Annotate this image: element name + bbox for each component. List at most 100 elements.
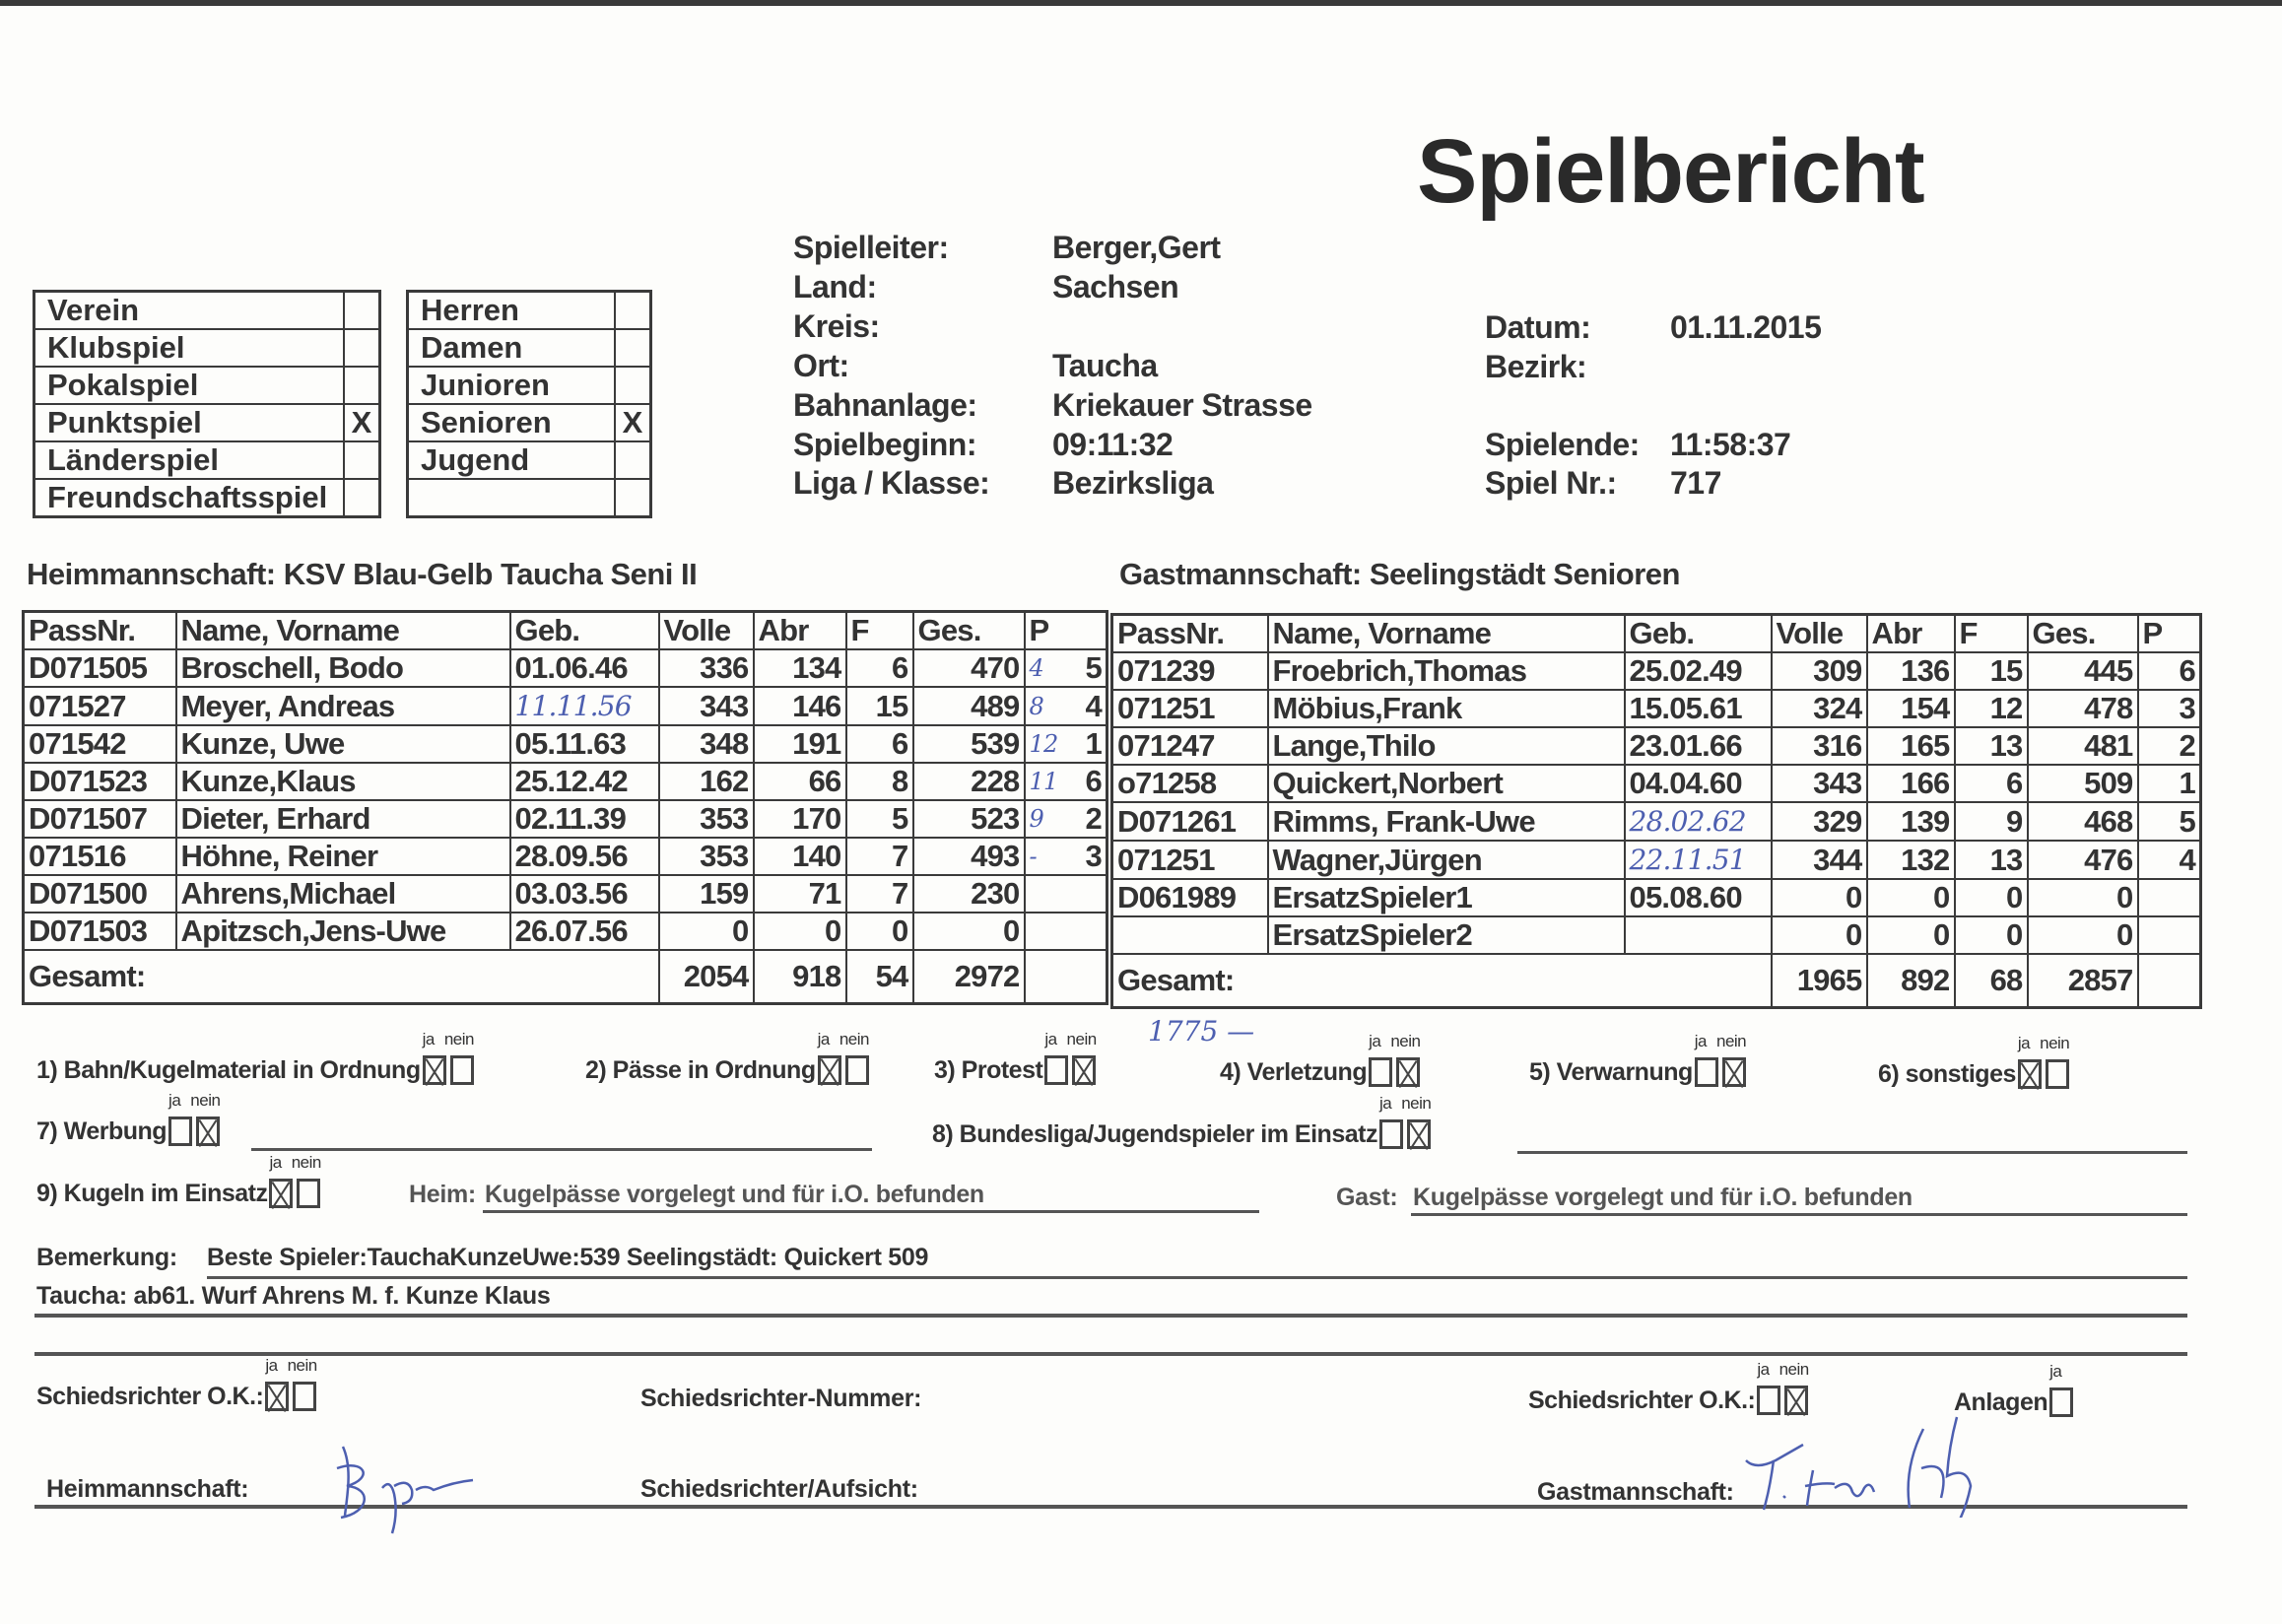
player-name: Kunze,Klaus [174, 762, 511, 801]
volle: 329 [1770, 801, 1868, 842]
box-checkmark[interactable] [614, 478, 652, 518]
fehler: 9 [1953, 801, 2029, 842]
header-row: PassNr. Name, Vorname Geb. Volle Abr F Ges. P [22, 610, 1108, 650]
box-label [406, 478, 616, 518]
ja-checkbox[interactable] [1044, 1055, 1069, 1085]
ja-checkbox[interactable] [1369, 1057, 1393, 1087]
column-header: Abr [752, 610, 847, 650]
cell-value: D071503 [29, 914, 148, 948]
placement-wrap: -3 [1029, 840, 1103, 873]
fehler: 13 [1953, 726, 2029, 766]
gesamt: 481 [2026, 726, 2139, 766]
ja-checkbox[interactable] [2049, 1387, 2074, 1417]
fehler: 7 [844, 837, 914, 876]
check-label: Anlagen [1954, 1388, 2048, 1416]
birth-date: 11.11.56 [508, 686, 660, 726]
ja-checkbox[interactable] [265, 1382, 290, 1411]
nein-checkbox[interactable] [196, 1116, 221, 1146]
cell-value: 0 [825, 914, 841, 948]
ja-checkbox[interactable] [168, 1116, 193, 1146]
player-name: Kunze, Uwe [174, 724, 511, 764]
nein-checkbox[interactable] [844, 1055, 869, 1085]
cell-value: 5 [1085, 650, 1103, 685]
box-checkmark[interactable] [614, 328, 652, 368]
gesamt: 476 [2026, 840, 2139, 880]
box-checkmark[interactable]: X [343, 403, 381, 442]
cell-value: 523 [971, 801, 1020, 836]
handwritten-placement: - [1029, 843, 1038, 870]
player-row: D071507 Dieter, Erhard 02.11.39 353 170 5 523 9… [22, 799, 1108, 839]
nein-checkbox[interactable] [1406, 1119, 1431, 1149]
volle: 316 [1770, 726, 1868, 766]
box-checkmark[interactable] [343, 290, 381, 330]
ja-checkbox[interactable] [1757, 1386, 1781, 1415]
cell-value: 154 [1901, 691, 1950, 725]
nein-label: nein [1779, 1360, 1810, 1379]
cell-value: ErsatzSpieler1 [1272, 880, 1473, 914]
cell-value: 66 [808, 764, 842, 798]
gesamt: 445 [2026, 651, 2139, 691]
player-row: ErsatzSpieler2 0 0 0 0 [1110, 915, 2202, 955]
volle: 348 [657, 724, 755, 764]
remarks-underline3 [34, 1352, 2187, 1356]
cell-value: 13 [1989, 842, 2024, 877]
nein-checkbox[interactable] [1721, 1057, 1746, 1087]
total-placement [2136, 953, 2202, 1009]
check-item: 5) Verwarnung ja nein [1529, 1032, 1750, 1087]
guest-team-label: Gastmannschaft: [1119, 557, 1362, 591]
pass-number: 071251 [1110, 840, 1269, 880]
ja-checkbox[interactable] [422, 1055, 446, 1085]
box-checkmark[interactable]: X [614, 403, 652, 442]
nein-checkbox[interactable] [449, 1055, 474, 1085]
box-checkmark[interactable] [343, 328, 381, 368]
remarks-line1: Beste Spieler:TauchaKunzeUwe:539 Seeling… [207, 1244, 929, 1271]
nein-checkbox[interactable] [297, 1179, 321, 1208]
box-checkmark[interactable] [343, 440, 381, 480]
check-item: 2) Pässe in Ordnung ja nein [585, 1030, 873, 1085]
nein-checkbox[interactable] [293, 1382, 317, 1411]
ja-checkbox[interactable] [1378, 1119, 1403, 1149]
info-value: 09:11:32 [1052, 427, 1174, 462]
remarks-underline1 [207, 1276, 2187, 1279]
fehler: 8 [844, 762, 914, 801]
ja-checkbox[interactable] [817, 1055, 841, 1085]
cell-value: D071505 [29, 650, 148, 685]
box-checkmark[interactable] [614, 440, 652, 480]
ja-checkbox[interactable] [269, 1179, 294, 1208]
ja-label: ja [1378, 1094, 1392, 1113]
nein-checkbox[interactable] [1072, 1055, 1097, 1085]
birth-date: 03.03.56 [508, 874, 660, 914]
box-checkmark[interactable] [343, 478, 381, 518]
box-checkmark[interactable] [614, 290, 652, 330]
remarks-line2: Taucha: ab61. Wurf Ahrens M. f. Kunze Kl… [36, 1282, 551, 1310]
ja-checkbox[interactable] [1694, 1057, 1718, 1087]
player-name: Meyer, Andreas [174, 686, 511, 726]
cell-value: Froebrich,Thomas [1272, 653, 1527, 688]
column-header: Volle [657, 610, 755, 650]
cell-value: 071516 [29, 839, 126, 873]
cell-value: 2 [2179, 728, 2196, 763]
fehler: 6 [844, 724, 914, 764]
cell-value: 353 [700, 801, 749, 836]
guest-score-table: PassNr. Name, Vorname Geb. Volle Abr F Ges. P 07… [1110, 613, 2202, 1009]
box-label: Herren [406, 290, 616, 330]
info-value: Taucha [1052, 348, 1158, 383]
check-boxes: ja nein [422, 1030, 478, 1085]
total-row: Gesamt: 1965 892 68 2857 [1110, 953, 2202, 1009]
nein-checkbox[interactable] [2045, 1059, 2069, 1089]
nein-label: nein [1716, 1032, 1747, 1050]
heim-kugel-value: Kugelpässe vorgelegt und für i.O. befund… [485, 1181, 984, 1208]
box-row: Klubspiel [33, 328, 381, 368]
pass-number: D071503 [22, 912, 177, 951]
box-checkmark[interactable] [343, 366, 381, 405]
ja-checkbox[interactable] [2017, 1059, 2042, 1089]
volle: 343 [657, 686, 755, 726]
box-checkmark[interactable] [614, 366, 652, 405]
cell-value: 344 [1813, 842, 1862, 877]
check-label: Schiedsrichter O.K.: [36, 1383, 264, 1410]
nein-checkbox[interactable] [1784, 1386, 1809, 1415]
check-boxes: ja nein [1044, 1030, 1100, 1085]
nein-label: nein [1401, 1094, 1432, 1113]
nein-checkbox[interactable] [1396, 1057, 1421, 1087]
abraeumen: 140 [752, 837, 847, 876]
